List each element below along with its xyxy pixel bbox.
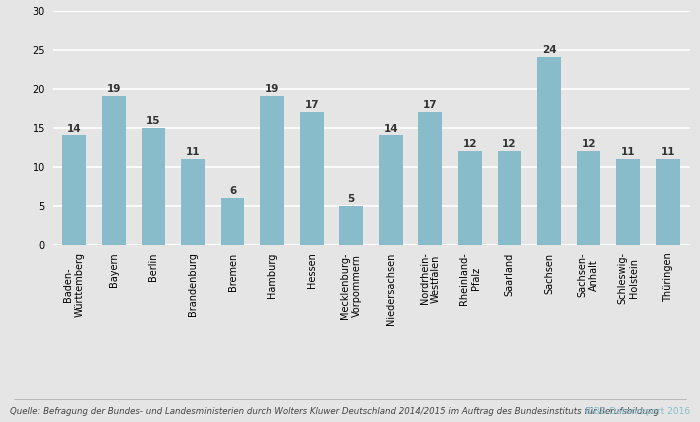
Text: 14: 14: [384, 124, 398, 133]
Bar: [419, 112, 442, 245]
Text: 14: 14: [67, 124, 82, 133]
Bar: [379, 135, 402, 245]
Text: 11: 11: [661, 147, 675, 157]
Text: 17: 17: [423, 100, 438, 110]
Text: BIBB-Datenreport 2016: BIBB-Datenreport 2016: [585, 407, 690, 416]
Text: 11: 11: [621, 147, 636, 157]
Bar: [340, 206, 363, 245]
Text: 19: 19: [106, 84, 121, 95]
Text: Quelle: Befragung der Bundes- und Landesministerien durch Wolters Kluwer Deutsch: Quelle: Befragung der Bundes- und Landes…: [10, 407, 659, 416]
Bar: [181, 159, 205, 245]
Text: 12: 12: [582, 139, 596, 149]
Bar: [577, 151, 601, 245]
Bar: [498, 151, 522, 245]
Text: 12: 12: [502, 139, 517, 149]
Bar: [260, 97, 284, 245]
Bar: [141, 127, 165, 245]
Bar: [300, 112, 323, 245]
Bar: [537, 57, 561, 245]
Text: 6: 6: [229, 186, 236, 196]
Text: 17: 17: [304, 100, 319, 110]
Bar: [62, 135, 86, 245]
Text: 12: 12: [463, 139, 477, 149]
Text: 15: 15: [146, 116, 160, 126]
Text: 11: 11: [186, 147, 200, 157]
Text: 5: 5: [348, 194, 355, 204]
Bar: [656, 159, 680, 245]
Bar: [102, 97, 126, 245]
Bar: [220, 198, 244, 245]
Text: 24: 24: [542, 46, 557, 55]
Bar: [458, 151, 482, 245]
Bar: [616, 159, 640, 245]
Text: 19: 19: [265, 84, 279, 95]
